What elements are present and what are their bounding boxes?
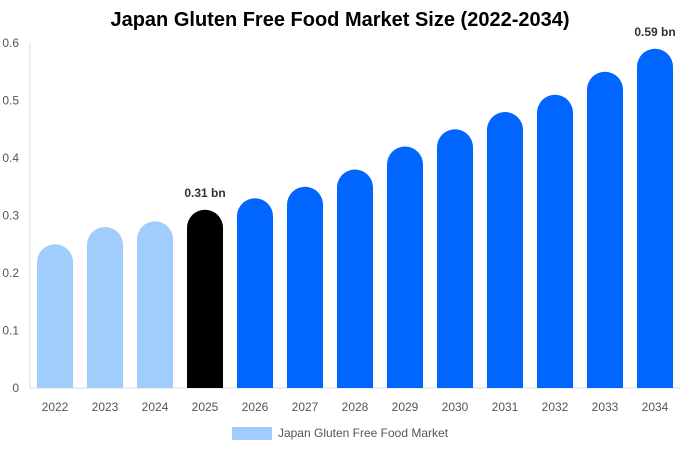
- bar-2024: [137, 221, 173, 388]
- bar-2033: [587, 71, 623, 388]
- y-tick-label: 0: [12, 381, 19, 395]
- bar-2023: [87, 227, 123, 388]
- x-tick-label: 2032: [542, 400, 569, 414]
- data-label: 0.59 bn: [634, 25, 675, 39]
- x-tick-label: 2029: [392, 400, 419, 414]
- legend-swatch: [231, 426, 272, 440]
- bar-2034: [637, 48, 673, 388]
- x-tick-label: 2025: [192, 400, 219, 414]
- x-tick-label: 2024: [142, 400, 169, 414]
- x-tick-label: 2034: [642, 400, 669, 414]
- x-tick-label: 2027: [292, 400, 319, 414]
- y-tick-label: 0.1: [2, 324, 19, 338]
- bar-2029: [387, 146, 423, 388]
- bar-2026: [237, 198, 273, 388]
- x-tick-label: 2028: [342, 400, 369, 414]
- x-tick-label: 2026: [242, 400, 269, 414]
- bar-2022: [37, 244, 73, 388]
- bar-2032: [537, 94, 573, 388]
- bar-2031: [487, 112, 523, 388]
- legend: Japan Gluten Free Food Market: [0, 426, 680, 440]
- bar-2030: [437, 129, 473, 388]
- bar-2025: [187, 209, 223, 388]
- bar-2028: [337, 169, 373, 388]
- x-tick-label: 2033: [592, 400, 619, 414]
- y-tick-label: 0.5: [2, 94, 19, 108]
- data-label: 0.31 bn: [184, 186, 225, 200]
- legend-label: Japan Gluten Free Food Market: [277, 426, 449, 440]
- x-tick-label: 2030: [442, 400, 469, 414]
- bar-2027: [287, 186, 323, 388]
- x-tick-label: 2023: [92, 400, 119, 414]
- y-tick-label: 0.2: [2, 266, 19, 280]
- x-tick-label: 2022: [42, 400, 69, 414]
- x-tick-label: 2031: [492, 400, 519, 414]
- chart-title: Japan Gluten Free Food Market Size (2022…: [110, 9, 570, 31]
- y-tick-label: 0.6: [2, 36, 19, 50]
- y-tick-label: 0.4: [2, 151, 19, 165]
- y-tick-label: 0.3: [2, 209, 19, 223]
